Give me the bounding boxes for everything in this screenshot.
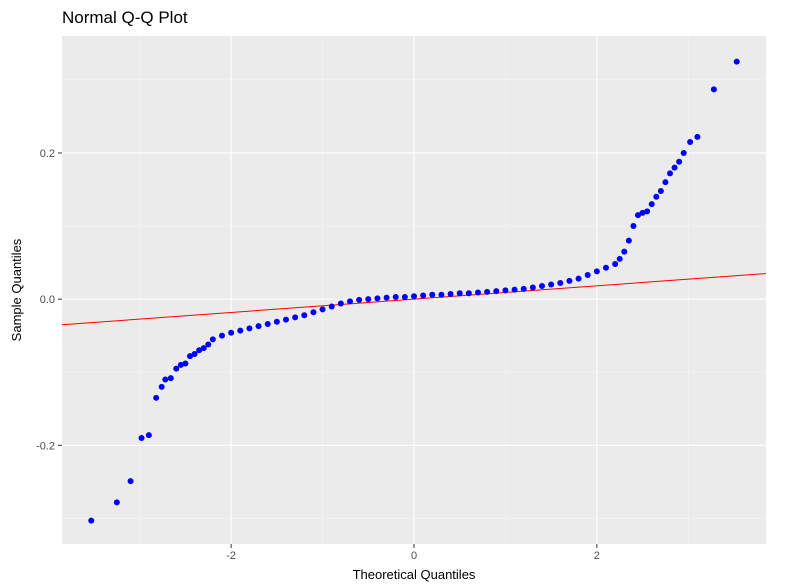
data-point — [575, 275, 582, 282]
data-point — [616, 255, 623, 262]
data-point — [88, 517, 95, 524]
data-point — [237, 327, 244, 334]
data-point — [401, 293, 408, 300]
data-point — [411, 293, 417, 300]
data-point — [680, 149, 687, 156]
data-point — [191, 350, 198, 357]
data-point — [356, 296, 363, 303]
data-point — [420, 292, 427, 299]
data-point — [612, 261, 619, 268]
x-axis-ticks: -2 0 2 — [226, 544, 600, 562]
data-point — [603, 264, 609, 271]
data-point — [127, 478, 134, 485]
y-tick-label: 0.2 — [40, 148, 55, 160]
data-point — [475, 289, 481, 296]
data-point — [593, 268, 600, 275]
points-group — [88, 58, 740, 524]
chart-title: Normal Q-Q Plot — [62, 8, 188, 27]
data-point — [694, 133, 701, 140]
data-point — [153, 394, 160, 401]
data-point — [465, 290, 472, 297]
data-point — [319, 306, 326, 313]
data-point — [639, 209, 646, 216]
data-point — [447, 291, 454, 298]
data-point — [337, 300, 344, 307]
data-point — [158, 383, 165, 390]
data-point — [173, 365, 180, 372]
data-point — [456, 290, 463, 297]
data-point — [625, 237, 632, 244]
data-point — [182, 360, 189, 367]
x-tick-label: -2 — [226, 550, 236, 562]
data-point — [374, 295, 381, 302]
data-point — [113, 499, 120, 506]
data-point — [657, 187, 664, 194]
data-point — [310, 309, 317, 316]
data-point — [662, 179, 669, 186]
data-point — [177, 361, 184, 368]
data-point — [209, 336, 216, 343]
data-point — [301, 312, 308, 319]
data-point — [520, 285, 527, 292]
data-point — [667, 170, 673, 177]
data-point — [187, 353, 193, 360]
data-point — [584, 272, 591, 279]
data-point — [557, 280, 564, 287]
data-point — [347, 298, 353, 305]
data-point — [438, 291, 445, 298]
data-point — [200, 345, 207, 352]
data-point — [484, 288, 491, 295]
data-point — [255, 323, 262, 330]
data-point — [548, 281, 555, 288]
data-point — [539, 282, 545, 289]
data-point — [566, 277, 573, 284]
data-point — [383, 294, 390, 301]
data-point — [219, 332, 225, 339]
data-point — [529, 284, 536, 291]
data-point — [392, 293, 399, 300]
y-tick-label: -0.2 — [36, 440, 55, 452]
data-point — [328, 303, 335, 310]
data-point — [653, 193, 660, 200]
data-point — [365, 296, 372, 303]
data-point — [246, 325, 253, 332]
x-axis-title: Theoretical Quantiles — [353, 567, 476, 582]
data-point — [502, 287, 509, 294]
y-axis-title: Sample Quantiles — [9, 238, 24, 341]
data-point — [167, 375, 174, 382]
data-point — [710, 86, 717, 93]
data-point — [644, 208, 651, 215]
major-grid — [62, 36, 766, 544]
data-point — [228, 329, 235, 336]
data-point — [733, 58, 740, 65]
data-point — [676, 158, 683, 165]
data-point — [648, 201, 655, 208]
data-point — [292, 314, 299, 321]
y-tick-label: 0.0 — [40, 294, 55, 306]
data-point — [145, 432, 152, 439]
data-point — [511, 286, 518, 293]
data-point — [205, 341, 212, 348]
data-point — [429, 291, 436, 298]
data-point — [493, 288, 500, 295]
data-point — [621, 248, 628, 255]
y-axis-ticks: -0.2 0.0 0.2 — [36, 148, 62, 452]
data-point — [671, 164, 678, 171]
data-point — [264, 320, 271, 327]
data-point — [138, 435, 145, 442]
data-point — [283, 316, 289, 323]
data-point — [687, 138, 694, 145]
data-point — [273, 318, 280, 325]
data-point — [196, 347, 203, 354]
data-point — [635, 212, 641, 219]
data-point — [630, 223, 637, 230]
x-tick-label: 0 — [411, 550, 417, 562]
x-tick-label: 2 — [594, 550, 600, 562]
data-point — [162, 376, 169, 383]
